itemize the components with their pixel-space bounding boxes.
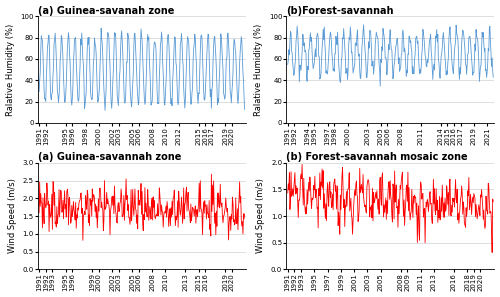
Text: (b)Forest-savannah: (b)Forest-savannah (286, 6, 394, 15)
Text: (b) Forest-savannah mosaic zone: (b) Forest-savannah mosaic zone (286, 152, 468, 162)
Y-axis label: Wind Speed (m/s): Wind Speed (m/s) (256, 178, 266, 253)
Y-axis label: Wind Speed (m/s): Wind Speed (m/s) (8, 178, 17, 253)
Y-axis label: Ralative Humidity (%): Ralative Humidity (%) (6, 23, 15, 116)
Text: (a) Guinea-savanah zone: (a) Guinea-savanah zone (38, 6, 174, 15)
Text: (a) Guinea-savannah zone: (a) Guinea-savannah zone (38, 152, 181, 162)
Y-axis label: Ralative Humidity (%): Ralative Humidity (%) (254, 23, 263, 116)
